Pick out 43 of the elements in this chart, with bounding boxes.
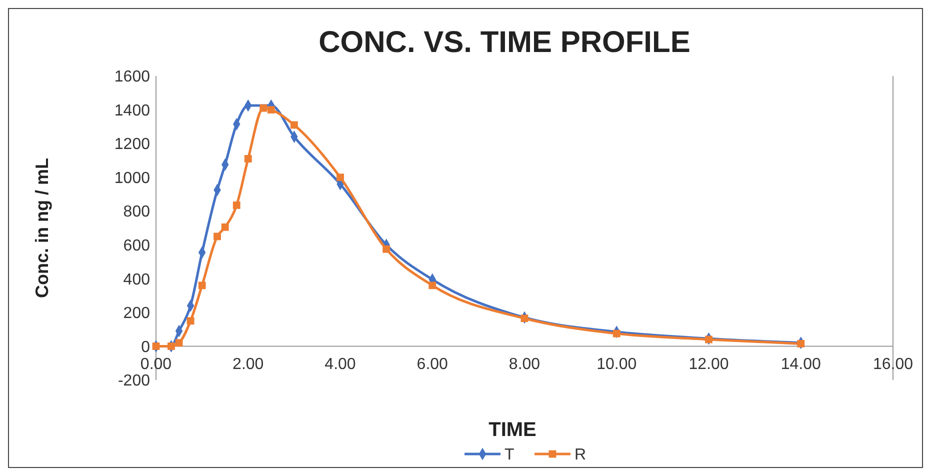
x-tick-label: 6.00 (416, 356, 448, 374)
y-tick-label: 800 (123, 204, 150, 221)
y-tick-label: 1400 (114, 102, 150, 120)
point (520, 314, 528, 322)
y-tick-label: 1000 (114, 170, 150, 187)
legend-label: T (504, 446, 514, 464)
point (290, 121, 298, 129)
point (152, 342, 160, 350)
point (175, 339, 183, 347)
y-tick-label: 1600 (114, 68, 150, 86)
x-tick-label: 8.00 (508, 356, 540, 374)
point (167, 342, 175, 350)
y-tick-label: 400 (123, 271, 150, 288)
point (214, 232, 221, 240)
point (612, 330, 620, 338)
x-tick-label: 4.00 (324, 356, 356, 374)
x-axis-title: TIME (488, 419, 536, 441)
point (336, 174, 344, 182)
point (260, 104, 268, 112)
x-tick-label: 10.00 (596, 356, 637, 374)
x-tick-label: 14.00 (780, 356, 821, 374)
point (186, 317, 194, 325)
x-tick-label: 2.00 (232, 356, 264, 374)
point (232, 201, 240, 209)
y-tick-label: 1200 (114, 136, 150, 154)
x-tick-label: 0.00 (140, 356, 172, 374)
point (221, 223, 229, 231)
point (705, 336, 712, 344)
y-axis-title: Conc. in ng / mL (32, 158, 52, 298)
y-tick-label: 600 (123, 237, 150, 254)
chart-title: CONC. VS. TIME PROFILE (318, 26, 690, 59)
x-tick-label: 12.00 (688, 356, 729, 374)
point (267, 106, 275, 114)
y-tick-label: 0 (141, 338, 150, 356)
x-tick-label: 16.00 (872, 356, 914, 374)
y-tick-label: 200 (123, 305, 150, 322)
point (244, 155, 252, 162)
point (428, 282, 436, 290)
point (198, 282, 206, 290)
point (382, 245, 390, 253)
legend-label: R (574, 446, 586, 464)
y-tick-label: -200 (118, 372, 150, 390)
point (797, 340, 805, 348)
